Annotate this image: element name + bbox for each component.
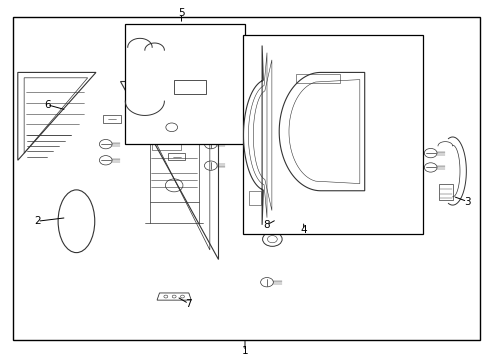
Text: 1: 1 [242,346,248,356]
Polygon shape [279,72,365,191]
Bar [243,35,423,234]
Bar [249,191,261,205]
Text: 3: 3 [464,197,470,207]
Text: 7: 7 [186,299,192,309]
Text: 6: 6 [44,100,50,110]
Polygon shape [18,72,96,160]
Ellipse shape [58,190,95,253]
Bar [439,184,453,200]
Text: 8: 8 [264,220,270,230]
Bar [168,153,185,160]
Text: 4: 4 [300,225,307,235]
Bar [296,74,340,83]
Polygon shape [157,293,191,300]
Polygon shape [244,45,263,225]
Polygon shape [121,81,218,259]
Bar [150,123,198,202]
Bar [174,80,206,94]
Text: 5: 5 [178,8,185,18]
Bar [125,24,245,144]
Bar [103,116,121,123]
Text: 2: 2 [34,216,41,226]
Bar [152,130,181,149]
